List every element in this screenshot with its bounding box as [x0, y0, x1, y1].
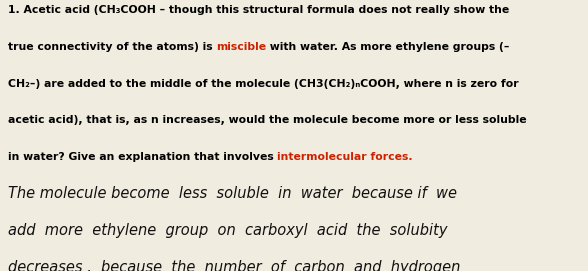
Text: 1. Acetic acid (CH₃COOH – though this structural formula does not really show th: 1. Acetic acid (CH₃COOH – though this st… — [8, 5, 509, 15]
Text: add  more  ethylene  group  on  carboxyl  acid  the  solubity: add more ethylene group on carboxyl acid… — [8, 223, 447, 238]
Text: in water? Give an explanation that involves: in water? Give an explanation that invol… — [8, 152, 277, 162]
Text: acetic acid), that is, as n increases, would the molecule become more or less so: acetic acid), that is, as n increases, w… — [8, 115, 526, 125]
Text: CH₂–) are added to the middle of the molecule (CH3(CH₂)ₙCOOH, where n is zero fo: CH₂–) are added to the middle of the mol… — [8, 79, 518, 89]
Text: The molecule become  less  soluble  in  water  because if  we: The molecule become less soluble in wate… — [8, 186, 457, 201]
Text: decreases ,  because  the  number  of  carbon  and  hydrogen: decreases , because the number of carbon… — [8, 260, 460, 271]
Text: with water. As more ethylene groups (–: with water. As more ethylene groups (– — [266, 42, 510, 52]
Text: true connectivity of the atoms) is: true connectivity of the atoms) is — [8, 42, 216, 52]
Text: miscible: miscible — [216, 42, 266, 52]
Text: intermolecular forces.: intermolecular forces. — [277, 152, 413, 162]
